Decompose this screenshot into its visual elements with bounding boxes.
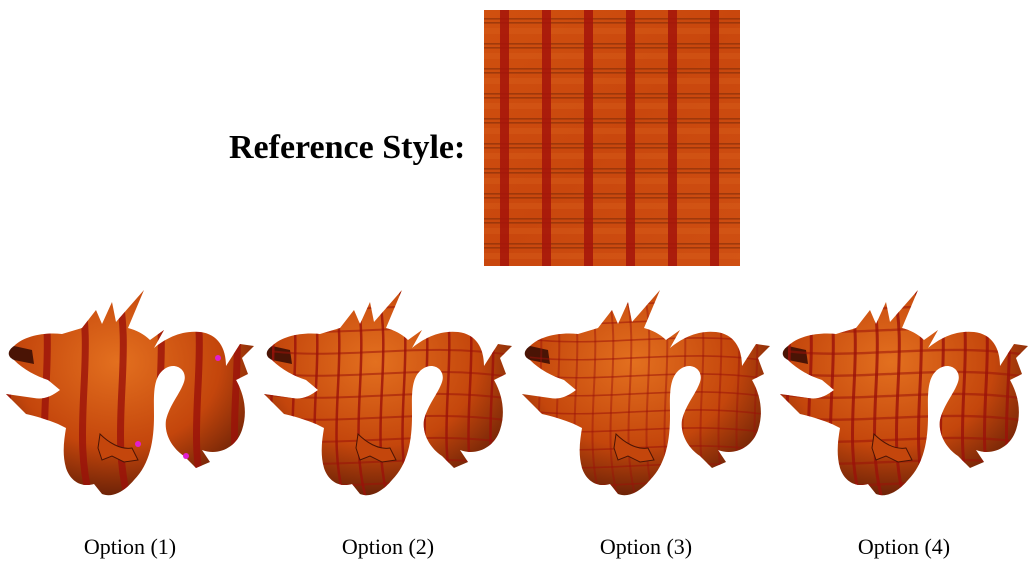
option-2[interactable]: Option (2) xyxy=(260,280,516,572)
option-caption: Option (3) xyxy=(599,534,693,559)
reference-texture-swatch xyxy=(484,10,740,266)
dragon-render-image xyxy=(522,290,770,496)
option-caption: Option (1) xyxy=(83,534,177,559)
option-4[interactable]: Option (4) xyxy=(776,280,1030,572)
plaid-texture-image xyxy=(484,10,740,266)
option-caption: Option (2) xyxy=(341,534,435,559)
option-3[interactable]: Option (3) xyxy=(518,280,774,572)
dragon-render-image xyxy=(264,290,512,496)
reference-style-label: Reference Style: xyxy=(229,129,466,166)
option-caption: Option (4) xyxy=(857,534,951,559)
option-1[interactable]: Option (1) xyxy=(2,280,258,572)
dragon-render-image xyxy=(780,290,1028,496)
dragon-render-image xyxy=(6,290,254,496)
